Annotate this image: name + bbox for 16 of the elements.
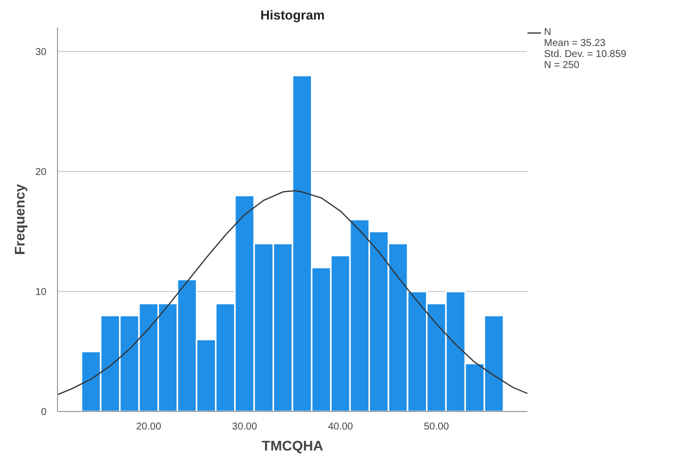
y-tick-label: 20 [35,167,47,178]
x-tick-label: 30.00 [232,422,258,432]
y-axis-title: Frequency [11,184,28,255]
y-tick-label: 30 [35,47,47,58]
text: Std. Dev. = 10.859 [544,49,626,60]
x-tick-label: 20.00 [136,422,162,432]
x-axis-title: TMCQHA [262,438,324,454]
line-series [58,190,528,396]
x-tick-label: 40.00 [328,422,354,432]
y-tick-label: 10 [35,287,47,298]
x-tick-label: 50.00 [424,422,450,432]
y-tick-label: 0 [40,407,47,418]
text: Mean = 35.23 [544,38,606,49]
text: N = 250 [544,60,580,71]
legend-label: N [544,27,552,38]
chart-title: Histogram [260,8,325,22]
